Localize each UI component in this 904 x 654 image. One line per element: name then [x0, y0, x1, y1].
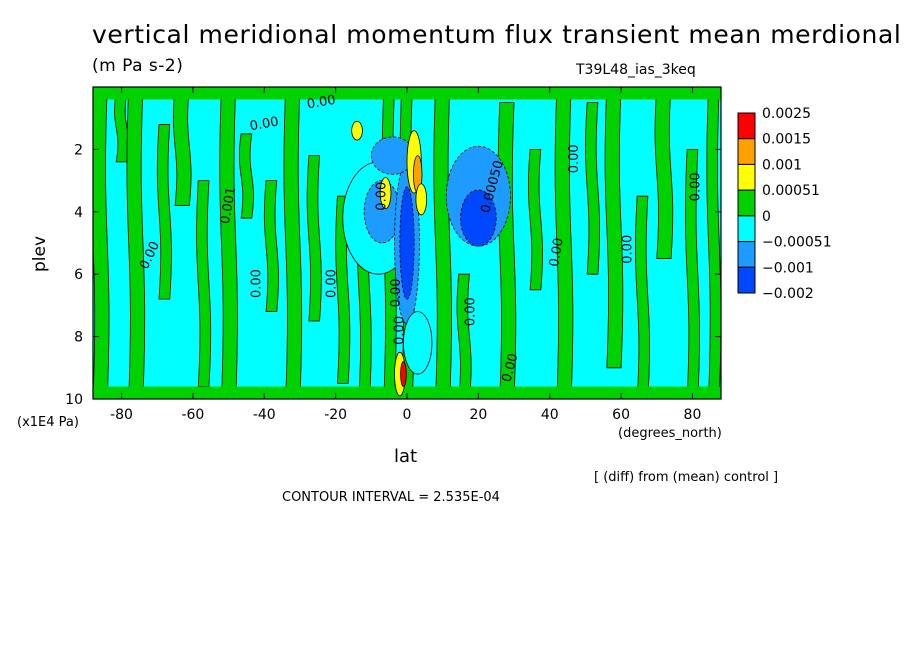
- x-axis: -80 -60 -40 -20 0 20 40 60 80: [110, 87, 701, 423]
- colorbar-label: 0.0025: [762, 106, 811, 122]
- field-blob: [415, 183, 428, 216]
- positive-streak: [283, 87, 303, 399]
- colorbar-label: 0.001: [762, 157, 802, 173]
- colorbar-swatch: [737, 189, 756, 217]
- y-tick-label: 8: [74, 330, 83, 346]
- contour-label: 0.00: [249, 115, 280, 135]
- colorbar-label: 0: [762, 209, 771, 225]
- contour-field: [93, 87, 721, 399]
- y-tick-label: 4: [74, 205, 83, 221]
- colorbar-label: 0.00051: [762, 183, 820, 199]
- contour-label: 0.001: [218, 186, 239, 225]
- x-tick-label: -80: [110, 407, 133, 423]
- contour-label: 0.00: [689, 172, 704, 201]
- y-tick-label: 10: [65, 392, 83, 408]
- contour-label: 0.00: [499, 352, 521, 384]
- bottom-band: [93, 386, 721, 399]
- field-blob: [379, 177, 392, 210]
- x-tick-label: 20: [469, 407, 487, 423]
- colorbar-label: −0.00051: [762, 235, 832, 251]
- positive-streak: [456, 273, 472, 399]
- positive-streak: [585, 102, 601, 275]
- positive-streak: [554, 87, 574, 399]
- contour-label: 0.00: [250, 269, 265, 298]
- contour-label: 0.00: [621, 235, 636, 264]
- positive-streak: [156, 124, 172, 300]
- positive-streak: [635, 195, 650, 399]
- contour-label: 0.00: [464, 297, 479, 326]
- chart-title: vertical meridional momentum flux transi…: [92, 20, 902, 49]
- positive-streak: [706, 87, 721, 399]
- x-tick-label: 80: [684, 407, 702, 423]
- positive-streak: [306, 155, 322, 322]
- x-tick-label: 0: [403, 407, 412, 423]
- colorbar-swatch: [737, 112, 756, 140]
- contour-interval-note: CONTOUR INTERVAL = 2.535E-04: [282, 490, 500, 505]
- colorbar-swatch: [737, 241, 756, 268]
- colorbar-label: −0.002: [762, 286, 814, 302]
- positive-streak: [604, 87, 624, 369]
- contour-label: 0.00: [325, 269, 340, 298]
- field-blob: [400, 361, 407, 387]
- positive-streak: [126, 87, 146, 399]
- positive-streak: [527, 149, 543, 291]
- x-tick-label: -20: [324, 407, 347, 423]
- run-id: T39L48_ias_3keq: [576, 62, 696, 78]
- y-tick-label: 2: [74, 142, 83, 158]
- x-tick-label: -60: [181, 407, 204, 423]
- x-tick-label: -40: [253, 407, 276, 423]
- contour-label: 0.00: [547, 237, 567, 268]
- y-tick-label: 6: [74, 267, 83, 283]
- contour-label: 0.00: [375, 182, 390, 211]
- y-axis: 2 4 6 8 10: [65, 142, 721, 408]
- colorbar-label: −0.001: [762, 260, 814, 276]
- positive-streak: [684, 149, 700, 399]
- y-axis-units: (x1E4 Pa): [17, 415, 79, 430]
- field-blob: [403, 311, 433, 375]
- contour-label: 0.00: [389, 278, 404, 307]
- colorbar-label: 0.0015: [762, 132, 811, 148]
- x-tick-label: 40: [541, 407, 559, 423]
- colorbar-swatch: [737, 163, 756, 191]
- positive-streak: [172, 87, 192, 206]
- field-blob: [351, 120, 363, 141]
- colorbar-swatch: [737, 138, 756, 165]
- positive-streak: [238, 133, 254, 219]
- positive-streak: [219, 87, 238, 399]
- colorbar-swatch: [737, 215, 756, 243]
- x-tick-label: 60: [612, 407, 630, 423]
- field-blob: [399, 186, 415, 300]
- field-blob: [460, 189, 497, 247]
- positive-streak: [654, 87, 674, 259]
- contour-label: 0.00: [392, 316, 407, 345]
- contour-label: 0.00: [306, 93, 337, 113]
- diff-note: [ (diff) from (mean) control ]: [594, 470, 779, 485]
- colorbar-swatch: [737, 266, 756, 294]
- chart-units: (m Pa s-2): [92, 56, 184, 76]
- positive-streak: [93, 87, 110, 399]
- x-axis-units: (degrees_north): [618, 426, 722, 441]
- x-axis-label: lat: [394, 446, 418, 467]
- colorbar: 0.0025 0.0015 0.001 0.00051 0 −0.00051 −0.001 −…: [737, 106, 832, 302]
- top-band: [93, 87, 721, 100]
- contour-label: 0.00: [567, 144, 582, 173]
- positive-streak: [263, 180, 279, 313]
